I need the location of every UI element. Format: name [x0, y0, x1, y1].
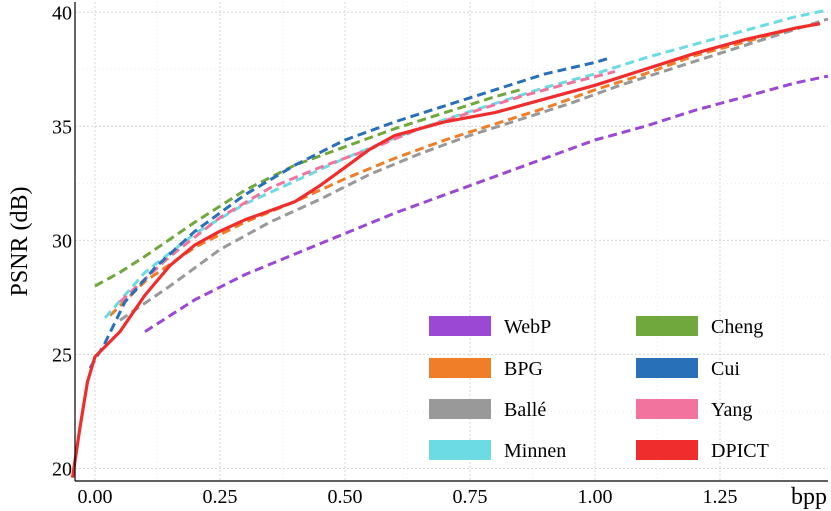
x-tick-label: 0.00 — [78, 486, 113, 508]
legend-label-cui: Cui — [711, 358, 740, 380]
legend-swatch-bpg — [429, 358, 491, 378]
y-axis-label: PSNR (dB) — [7, 186, 33, 296]
legend: WebP BPG Ballé Minnen Cheng Cui Yang DPICT — [429, 316, 769, 462]
legend-label-yang: Yang — [711, 399, 752, 421]
legend-label-minnen: Minnen — [504, 440, 566, 462]
legend-swatch-cheng — [636, 316, 698, 336]
series-line-cheng — [94, 88, 521, 288]
legend-label-dpict: DPICT — [711, 440, 769, 462]
legend-swatch-ball- — [429, 399, 491, 419]
legend-swatch-cui — [636, 358, 698, 378]
y-tick-label: 30 — [52, 230, 72, 252]
series-line-ball- — [119, 17, 829, 322]
x-tick-label: 0.25 — [203, 486, 238, 508]
x-axis-label: bpp — [791, 484, 827, 510]
legend-label-ball-: Ballé — [504, 399, 546, 421]
tick-labels: 0.00 0.25 0.50 0.75 1.00 1.25 20 25 30 35 40 — [52, 2, 738, 508]
x-tick-label: 0.75 — [453, 486, 488, 508]
series-line-cui — [88, 56, 611, 369]
series-lines — [70, 8, 829, 478]
series-line-dpict — [70, 22, 821, 478]
x-tick-label: 1.25 — [703, 486, 738, 508]
x-tick-label: 1.00 — [578, 486, 613, 508]
legend-swatch-dpict — [636, 440, 698, 460]
y-tick-label: 20 — [52, 458, 72, 480]
legend-swatch-webp — [429, 316, 491, 336]
y-tick-label: 40 — [52, 2, 72, 24]
legend-label-webp: WebP — [504, 316, 551, 338]
axes — [74, 2, 828, 482]
y-tick-label: 35 — [52, 116, 72, 138]
series-line-webp — [144, 74, 829, 333]
legend-swatch-minnen — [429, 440, 491, 460]
series-line-minnen — [103, 8, 829, 319]
legend-swatch-yang — [636, 399, 698, 419]
series-line-bpg — [108, 22, 821, 317]
legend-label-bpg: BPG — [504, 358, 543, 380]
x-tick-label: 0.50 — [328, 486, 363, 508]
y-tick-label: 25 — [52, 344, 72, 366]
legend-label-cheng: Cheng — [711, 316, 763, 338]
